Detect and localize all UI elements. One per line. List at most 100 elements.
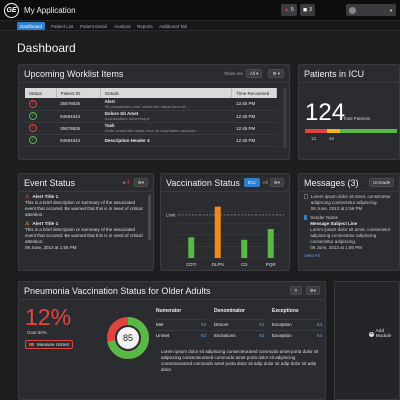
pneumonia-settings-button[interactable]: ⚙ ▾ [305,286,320,295]
message-body: Lorem ipsum dolor sit amet, consectetur … [310,194,391,205]
bar-pqr[interactable] [267,229,274,258]
message-checkbox[interactable] [304,215,308,220]
icu-value-label: Total Patients [343,116,371,121]
message-sender: Sender Name [310,215,339,220]
row-patient-id: 84694344 [56,110,101,123]
event-item[interactable]: ⚠ Alert Title 1 This is a brief descripti… [25,222,147,251]
event-item[interactable]: ⚠ Alert Title 1 This is a brief descripti… [25,195,147,218]
message-item[interactable]: Sender Name Message Subject Line Lorem i… [304,215,394,251]
stat-label: Exception [272,322,292,327]
messages-button[interactable]: ◼ 3 [300,4,315,16]
stat-value: 63 [316,322,322,327]
tab-patient-list[interactable]: Patient List [51,23,74,29]
stat-row[interactable]: Met 63 [156,319,206,330]
toggle-all[interactable]: All [262,180,268,185]
event-settings-button[interactable]: ⚙ ▾ [133,178,148,187]
event-list: ⚠ Alert Title 1 This is a brief descripti… [19,192,153,258]
row-patient-id: 84694344 [56,134,101,147]
stat-table-header: Numerator [156,308,182,314]
row-status: ✓ [25,110,57,123]
close-button[interactable]: ✕ [289,286,302,295]
messages-filter[interactable]: Unread ▾ [368,178,394,187]
message-item[interactable]: Lorem ipsum dolor sit amet, consectetur … [304,194,394,212]
worklist-table: Status Patient ID Details Time Recovered… [25,88,277,147]
col-time[interactable]: Time Recovered [231,88,277,98]
table-row[interactable]: ! 35576835 Alert Sit perspiciatis unde omni… [25,98,277,111]
icu-header: Patients in ICU [299,65,399,83]
tick-label: DLPN [212,262,224,267]
worklist-header: Upcoming Worklist Items Show me All ▾ ⚙ … [19,65,289,83]
col-patient-id[interactable]: Patient ID [56,88,102,98]
stat-table-header: Denominator [214,308,245,314]
vaccination-settings-button[interactable]: ⚙ ▾ [269,178,284,187]
gear-icon: ⚙ [272,70,277,76]
row-details: Dolore Sit Amet Accusantium doloremque [100,110,232,123]
vaccination-title: Vaccination Status [166,177,240,188]
stat-table-header: Exceptions [272,308,299,314]
table-row[interactable]: ✓ 84694344 Description Header 4 12:45 PM [25,134,277,147]
messages-list: Lorem ipsum dolor sit amet, consectetur … [299,192,399,260]
chat-icon: ◼ [303,7,308,13]
col-status[interactable]: Status [25,88,57,98]
plus-icon: + [369,330,374,337]
measure-label: Measure Unmet [37,342,70,347]
col-details[interactable]: Details [100,88,233,98]
tab-dashboard[interactable]: Dashboard [17,22,46,30]
tab-additional[interactable]: Additional Tab [159,23,188,29]
measure-unmet-button[interactable]: Measure Unmet [25,340,74,349]
stat-row[interactable]: Exclusions 63 [214,330,264,341]
event-count-badge[interactable]: ■ 4 [122,180,129,186]
tab-reports[interactable]: Reports [137,23,153,29]
bar-dlpn[interactable] [214,206,221,258]
stat-label: Denom [214,322,229,327]
icu-left-count: 12 [311,136,317,141]
bar-cd[interactable] [241,239,248,258]
page-title: Dashboard [17,41,76,55]
stat-label: Exclusions [214,333,236,338]
messages-title: Messages (3) [304,177,359,188]
pneumonia-title: Pneumonia Vaccination Status for Older A… [24,285,211,296]
user-menu[interactable]: ▼ [346,4,396,16]
message-date: 08 June, 2013 at 1:56 PM [310,245,362,250]
tab-analysis[interactable]: Analysis [114,23,131,29]
gauge-fill [107,317,149,359]
stat-value: 63 [200,333,206,338]
stat-row[interactable]: Exception 63 [272,319,322,330]
stat-row[interactable]: Exception 63 [272,330,322,341]
scrollbar[interactable] [283,88,287,148]
warning-icon: ⚠ [25,195,30,200]
settings-button[interactable]: ⚙ ▾ [268,69,284,78]
vaccination-panel: Vaccination Status ICU All ⚙ ▾ Limit CDTI D… [160,173,290,271]
add-module-panel[interactable]: + Add Module [334,281,400,400]
gear-icon: ⚙ [309,287,314,293]
row-status: ✓ [25,134,57,147]
alerts-count: 5 [290,7,294,13]
message-checkbox[interactable] [304,194,308,199]
bar-cdti[interactable] [188,237,195,258]
stat-value: 63 [258,322,264,327]
row-time: 12:45 PM [231,98,277,111]
error-icon: ! [29,124,37,132]
event-item-title: Alert Title 1 [32,222,59,227]
stat-label: Exception [272,333,292,338]
alerts-button[interactable]: ▲ 5 [281,4,297,16]
scrollbar[interactable] [148,195,151,240]
icu-title: Patients in ICU [304,68,365,79]
message-subject: Message Subject Line [310,221,358,226]
warning-icon: ⚠ [25,222,30,227]
row-detail-title: Task [104,123,115,128]
table-row[interactable]: ! 35576835 Task Unde omnis iste natus error… [25,122,277,135]
messages-header: Messages (3) Unread ▾ [299,174,399,192]
stat-row[interactable]: Denom 63 [214,319,264,330]
show-me-select[interactable]: All ▾ [245,69,263,78]
stat-row[interactable]: Unmet 63 [156,330,206,341]
top-bar: GE My Application ▲ 5 ◼ 3 ▼ [0,0,400,21]
tab-patient-detail[interactable]: Patient Detail [80,23,107,29]
row-detail-sub: Unde omnis iste natus error sit voluptat… [104,128,199,133]
event-item-date: 09 June, 2013 at 1:56 PM [25,245,77,250]
row-detail-title: Dolore Sit Amet [104,111,139,116]
toggle-icu[interactable]: ICU [243,178,260,187]
view-all-link[interactable]: View All [304,253,320,258]
row-detail-title: Alert [104,98,115,104]
table-row[interactable]: ✓ 84694344 Dolore Sit Amet Accusantium dolo… [25,110,277,123]
